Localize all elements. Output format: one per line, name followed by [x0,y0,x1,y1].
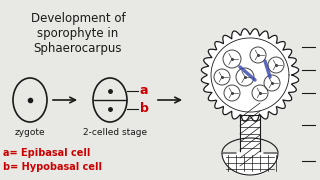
Polygon shape [201,29,299,121]
Text: a: a [140,84,148,98]
Text: 2-celled stage: 2-celled stage [83,128,147,137]
Polygon shape [222,153,278,175]
Text: Sphaerocarpus: Sphaerocarpus [34,42,122,55]
Text: b= Hypobasal cell: b= Hypobasal cell [3,162,102,172]
Text: Development of: Development of [31,12,125,25]
Text: a= Epibasal cell: a= Epibasal cell [3,148,90,158]
Text: sporophyte in: sporophyte in [37,27,119,40]
Text: zygote: zygote [15,128,45,137]
Polygon shape [240,115,260,153]
Text: b: b [140,102,149,116]
